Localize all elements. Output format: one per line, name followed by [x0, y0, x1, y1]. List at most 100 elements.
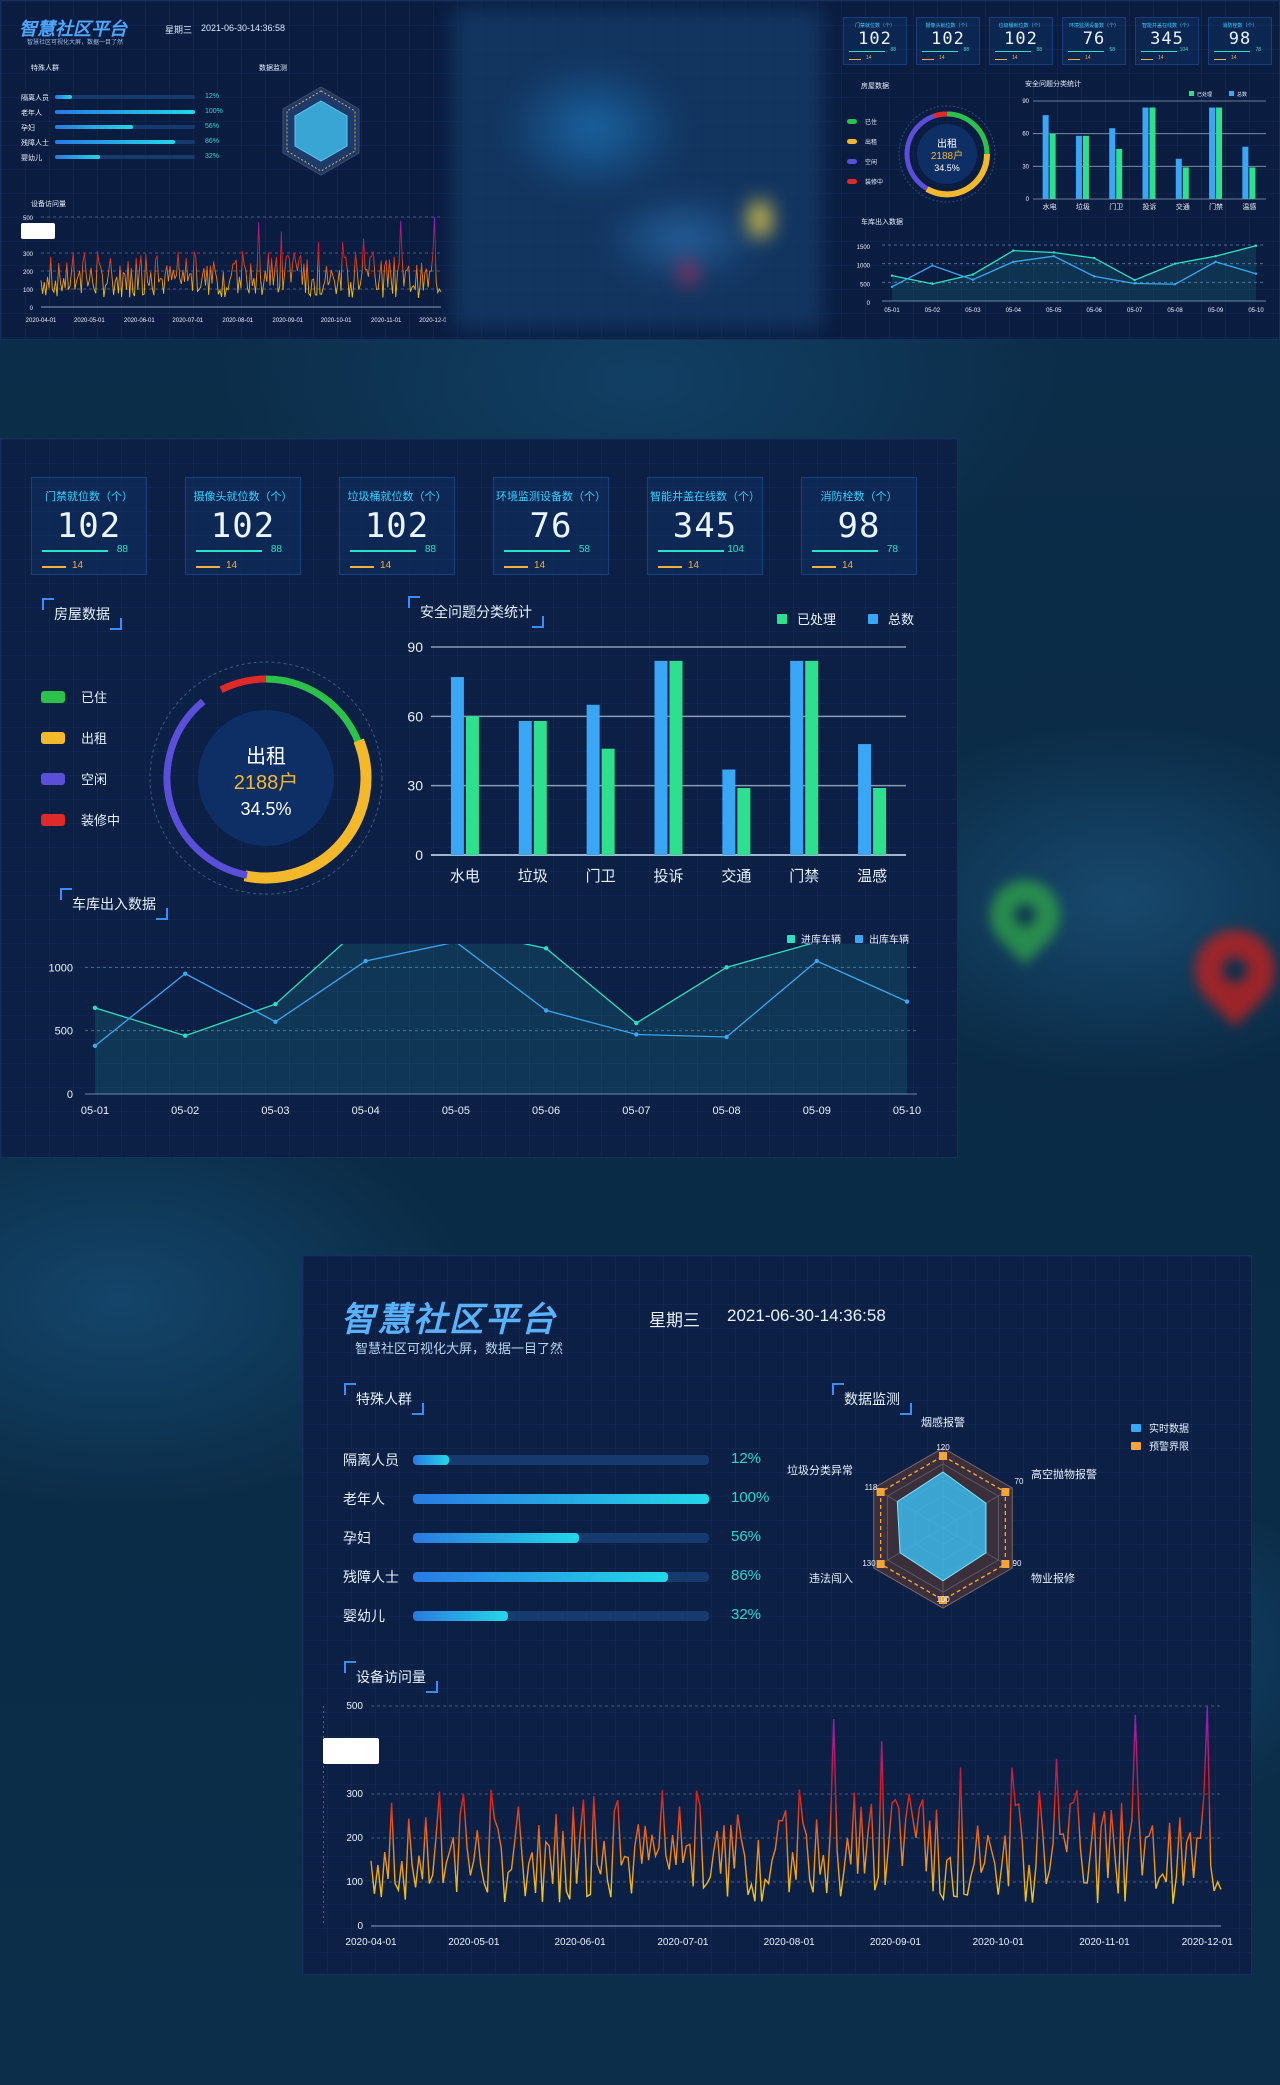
bar-handled [669, 660, 683, 855]
thumb-special-label: 隔离人员 [21, 95, 49, 102]
garage-xtick: 05-05 [1046, 308, 1062, 314]
stat-card-label: 摄像头就位数（个） [193, 491, 293, 503]
garage-xtick: 05-03 [965, 308, 981, 314]
access-xtick: 2020-09-01 [870, 1937, 922, 1948]
security-title: 安全问题分类统计 [408, 596, 544, 628]
special-group-percent: 100% [731, 1489, 770, 1506]
thumb-housing-legend-item: 装修中 [847, 177, 883, 186]
access-line [40, 216, 442, 298]
thumb-access-chart: 0 100 200 300 500 2020-04-01 2020-05-01 2020-06… [21, 216, 446, 324]
garage-point [724, 1034, 729, 1040]
radar-realtime [896, 1471, 987, 1582]
bar-category-label: 门卫 [586, 868, 616, 885]
thumb-access-title: 设备访问量 [31, 201, 66, 208]
thumb-stat-label: 摄像头就位数（个） [925, 23, 971, 29]
thumb-special-bar-fill [55, 140, 176, 144]
garage-title: 车库出入数据 [60, 888, 168, 920]
thumb-bar-category: 温感 [1242, 202, 1256, 211]
thumb-stat-card: 智能井盖在线数（个） 345 104 14 [1135, 17, 1199, 65]
special-group-bar-fill [413, 1533, 579, 1543]
stat-card-value: 98 [837, 506, 881, 546]
thumb-special-bar [55, 110, 195, 114]
donut-center-label: 出租 [246, 745, 286, 768]
thumb-legend-swatch [1229, 91, 1234, 96]
donut-center-value: 2188户 [234, 771, 299, 794]
radar-axis-value: 120 [936, 1443, 950, 1452]
access-line [370, 1705, 1222, 1904]
thumb-stat-bar2 [1068, 59, 1080, 60]
bar-handled [737, 787, 751, 855]
stat-card-sub-primary: 88 [116, 544, 128, 555]
garage-xtick: 05-10 [1248, 308, 1264, 314]
bar-handled [601, 748, 615, 855]
access-ytick: 100 [23, 288, 34, 294]
bar-category-label: 门禁 [789, 868, 819, 885]
thumb-bar [1042, 115, 1049, 199]
legend-label: 预警界限 [1149, 1442, 1189, 1453]
special-group-percent: 12% [731, 1450, 762, 1467]
detail-panel-right: 门禁就位数（个） 102 88 14 摄像头就位数（个） 102 88 14 垃圾桶就位数（个）… [0, 438, 958, 1158]
garage-point [1133, 278, 1136, 282]
garage-point [1133, 282, 1136, 285]
bar-handled [805, 660, 819, 855]
stat-card-bar-secondary [196, 566, 220, 568]
thumb-stat-sub1: 78 [1255, 47, 1261, 53]
garage-xtick: 05-01 [884, 308, 900, 314]
access-xtick: 2020-04-01 [26, 318, 57, 324]
stat-card-value: 345 [672, 506, 738, 546]
bar-total [450, 677, 464, 855]
stat-card-label: 环境监测设备数（个） [496, 491, 606, 503]
legend-swatch [847, 159, 857, 164]
access-xtick: 2020-06-01 [554, 1937, 606, 1948]
legend-label: 已住 [81, 690, 108, 705]
thumb-stat-value: 102 [1004, 29, 1038, 49]
bar-category-label: 水电 [450, 868, 480, 885]
thumb-title: 智慧社区平台 [19, 19, 127, 39]
thumb-stat-bar2 [1214, 59, 1226, 60]
access-xtick: 2020-07-01 [172, 318, 203, 324]
stat-card: 环境监测设备数（个） 76 58 14 [493, 477, 609, 575]
thumb-stat-bar2 [849, 59, 861, 60]
thumb-bar-ytick: 0 [1026, 197, 1030, 203]
garage-point [1093, 275, 1096, 278]
donut-slice [163, 698, 248, 879]
garage-point [904, 999, 910, 1004]
garage-point [92, 1005, 98, 1011]
radar-axis-label: 烟感报警 [921, 1415, 965, 1429]
thumb-housing-legend-item: 空闲 [847, 157, 877, 166]
legend-swatch [1131, 1441, 1141, 1450]
detail-panel-left: 智慧社区平台 星期三 2021-06-30-14:36:58 智慧社区可视化大屏… [302, 1255, 1252, 1975]
garage-point [634, 1032, 639, 1037]
stat-card-sub-secondary: 14 [534, 560, 546, 571]
thumb-special-bar [55, 95, 195, 99]
thumb-special-percent: 32% [205, 153, 220, 160]
garage-xtick: 05-07 [1127, 308, 1143, 314]
legend-label: 实时数据 [1149, 1424, 1189, 1435]
thumb-bar [1049, 133, 1056, 199]
garage-point [1012, 260, 1015, 263]
stat-card-bar-secondary [812, 566, 836, 568]
thumb-stat-bar1 [1141, 51, 1177, 52]
access-line-chart: 0 100 200 300 500 2020-04-01 2020-05-01 2020-06… [323, 1701, 1233, 1948]
bar-total [790, 660, 804, 855]
radar-axis-label: 垃圾分类异常 [787, 1463, 853, 1477]
garage-point [543, 946, 549, 951]
legend-swatch [868, 613, 878, 624]
platform-subtitle: 智慧社区可视化大屏，数据一目了然 [355, 1341, 564, 1356]
thumb-bar [1175, 158, 1182, 199]
thumb-stat-card: 门禁就位数（个） 102 88 14 [843, 17, 907, 65]
thumb-stat-sub1: 58 [1109, 47, 1115, 53]
thumb-subtitle: 智慧社区可视化大屏，数据一目了然 [27, 40, 124, 46]
access-tooltip [323, 1738, 379, 1764]
special-group-bar [413, 1533, 709, 1543]
special-group-bar [413, 1572, 709, 1582]
thumb-stat-card: 消防栓数（个） 98 78 14 [1208, 17, 1272, 65]
radar-axis-value: 70 [1015, 1477, 1024, 1486]
legend-label: 装修中 [865, 180, 884, 186]
security-bar-chart: 0 30 60 90 水电 垃圾 门卫 投诉 交通 门禁 温感 [407, 639, 906, 885]
garage-point [273, 1001, 278, 1007]
garage-area-in [95, 944, 907, 1094]
thumb-stat-bar1 [1214, 51, 1250, 52]
stat-card-sub-secondary: 14 [72, 560, 84, 571]
thumb-special-bar-fill [55, 95, 72, 99]
